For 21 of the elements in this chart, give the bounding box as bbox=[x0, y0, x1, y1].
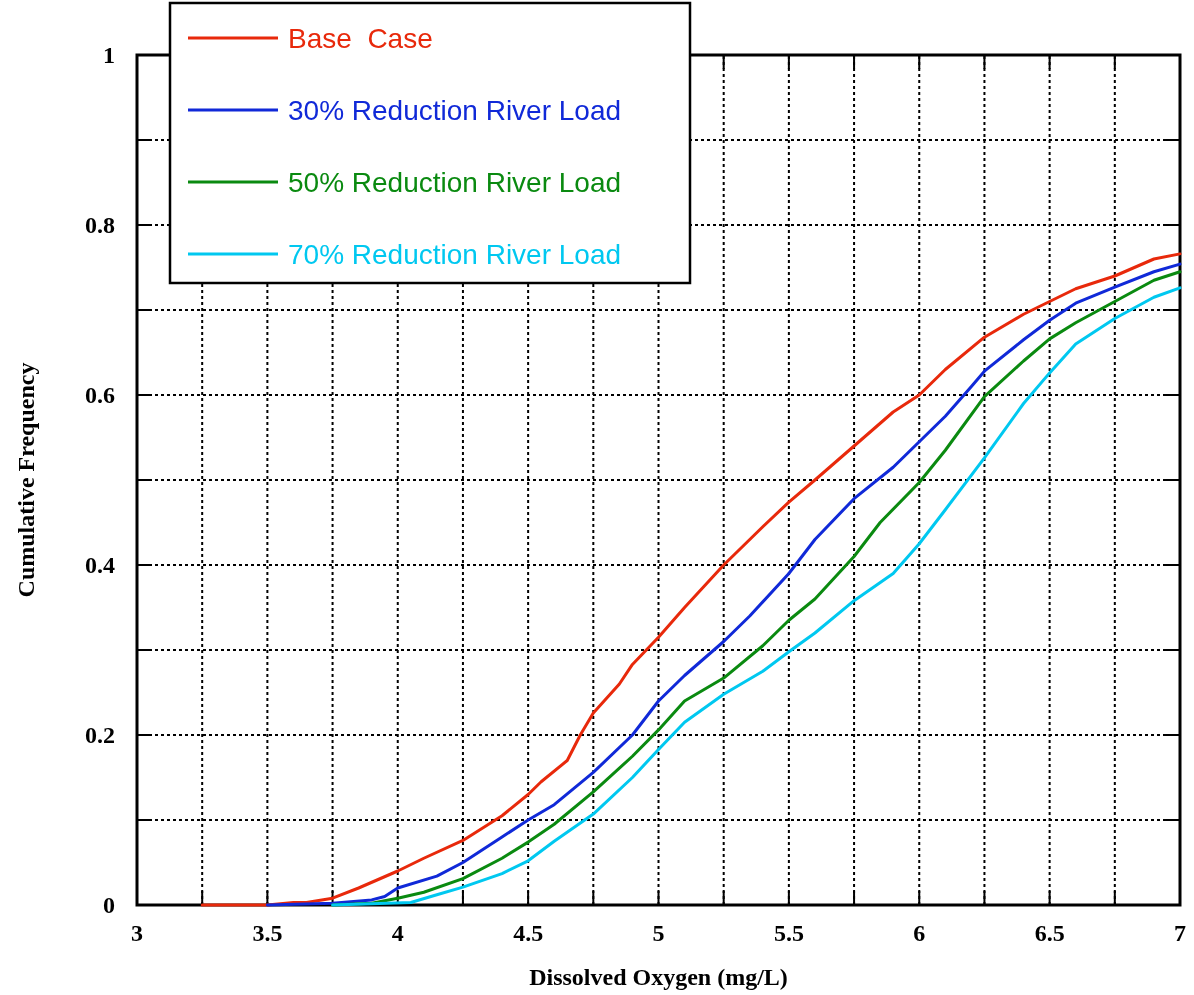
x-tick-label: 3 bbox=[131, 920, 143, 946]
legend-label: Base Case bbox=[288, 23, 433, 54]
y-axis-title: Cumulative Frequency bbox=[13, 362, 39, 598]
x-axis-title: Dissolved Oxygen (mg/L) bbox=[529, 964, 788, 990]
y-tick-label: 0.2 bbox=[85, 722, 115, 748]
x-tick-label: 6 bbox=[913, 920, 926, 946]
x-tick-label: 6.5 bbox=[1034, 920, 1065, 946]
x-tick-label: 4.5 bbox=[513, 920, 544, 946]
x-tick-label: 4 bbox=[391, 920, 404, 946]
x-tick-label: 3.5 bbox=[252, 920, 283, 946]
y-tick-label: 0.4 bbox=[85, 552, 115, 578]
y-tick-label: 0.8 bbox=[85, 212, 115, 238]
y-tick-label: 1 bbox=[103, 42, 115, 68]
legend-label: 70% Reduction River Load bbox=[288, 239, 622, 270]
legend-label: 50% Reduction River Load bbox=[288, 167, 622, 198]
x-tick-label: 5 bbox=[652, 920, 665, 946]
x-tick-label: 5.5 bbox=[773, 920, 804, 946]
y-tick-label: 0 bbox=[103, 892, 115, 918]
legend-label: 30% Reduction River Load bbox=[288, 95, 622, 126]
y-tick-label: 0.6 bbox=[85, 382, 115, 408]
x-tick-label: 7 bbox=[1174, 920, 1186, 946]
